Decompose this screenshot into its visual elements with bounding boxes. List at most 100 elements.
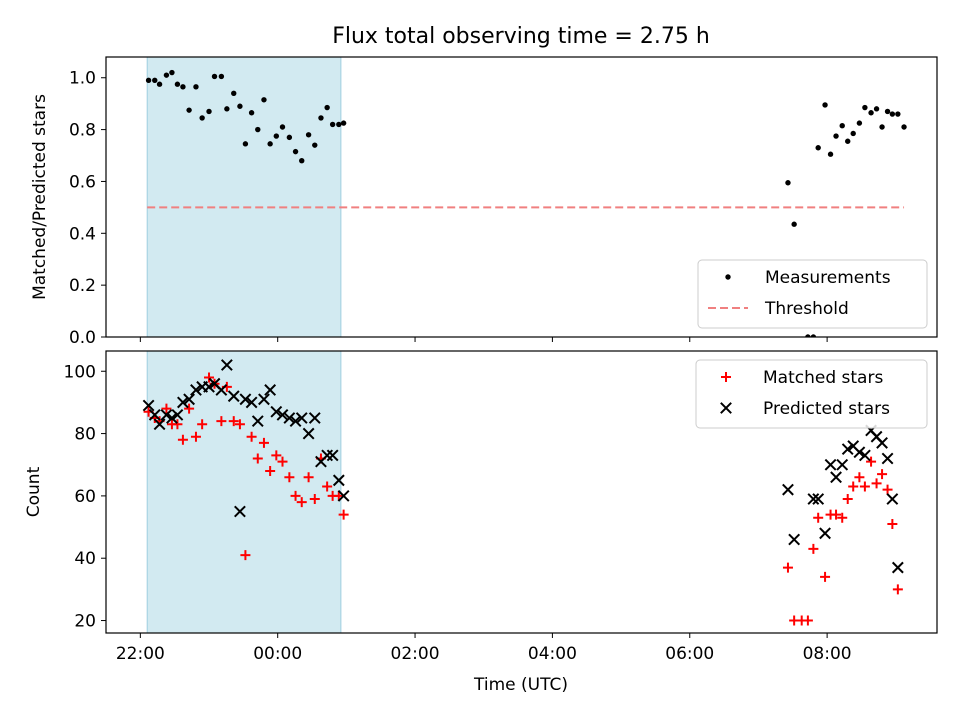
bottom-series0-point: [866, 456, 877, 467]
bottom-series1-point: [886, 493, 899, 505]
top-series0-point: [237, 103, 243, 109]
bottom-shaded-interval: [146, 350, 342, 634]
top-series0-point: [267, 141, 273, 147]
bottom-series0-point: [842, 494, 853, 505]
x-tick-label: 06:00: [665, 644, 714, 664]
bottom-series1-point: [251, 415, 264, 428]
top-series0-point: [299, 158, 305, 164]
bottom-series0-point: [265, 465, 276, 476]
top-legend-label: Measurements: [765, 268, 891, 288]
bottom-series0-point: [258, 437, 269, 448]
top-plot-area: 0.0 0.2 0.4 0.6 0.8 1.0: [69, 56, 938, 348]
bottom-series1-point: [258, 393, 270, 406]
bottom-legend-box: [695, 359, 928, 429]
bottom-y-tick-label: 20: [74, 612, 96, 632]
top-series0-point: [180, 84, 186, 90]
bottom-series1-point: [830, 471, 842, 484]
bottom-legend-marker: [720, 402, 732, 414]
bottom-series1-point: [203, 380, 215, 393]
top-series0-point: [850, 130, 856, 137]
bottom-series0-point: [240, 550, 251, 561]
bottom-series0-point: [831, 509, 842, 520]
bottom-series1-point: [807, 493, 820, 505]
top-series0-point: [169, 69, 175, 76]
bottom-series1-point: [245, 396, 258, 409]
bottom-series1-point: [891, 561, 904, 574]
bottom-series1-point: [332, 474, 345, 487]
bottom-panel: 20 40 60 80 100 22:00 00:00 02:00 04:00 06:00 08:0…: [24, 350, 938, 664]
bottom-series1-point: [337, 489, 350, 502]
bottom-series0-point: [184, 403, 195, 414]
bottom-series0-point: [271, 450, 282, 461]
bottom-series0-point: [228, 416, 239, 427]
bottom-series0-point: [338, 509, 349, 520]
bottom-series0-point: [303, 472, 314, 483]
bottom-series1-point: [183, 393, 196, 406]
bottom-legend-marker: [721, 372, 731, 382]
top-series0-point: [318, 115, 324, 121]
bottom-series0-point: [284, 472, 295, 483]
bottom-series1-point: [239, 393, 252, 406]
top-series0-point: [833, 133, 839, 139]
bottom-series0-point: [190, 431, 201, 442]
bottom-series0-point: [892, 584, 903, 595]
bottom-series0-point: [848, 481, 859, 492]
bottom-y-tick-label: 60: [74, 487, 96, 507]
bottom-series1-point: [166, 412, 178, 424]
bottom-series0-point: [246, 431, 257, 442]
x-tick-label: 04:00: [528, 644, 577, 664]
x-tick-label: 02:00: [391, 644, 440, 664]
top-series0-point: [156, 81, 163, 87]
bottom-series1-point: [283, 412, 296, 424]
top-series0-point: [785, 180, 791, 186]
bottom-series1-point: [782, 483, 794, 496]
top-series0-point: [199, 115, 205, 121]
top-frame: [105, 56, 938, 338]
x-tick-label: 00:00: [253, 644, 302, 664]
top-legend: Measurements Threshold: [697, 259, 928, 329]
top-series0-point: [273, 133, 280, 139]
bottom-series1-point: [788, 533, 801, 546]
top-series0-point: [255, 126, 261, 133]
top-series0-point: [827, 151, 834, 157]
bottom-series1-point: [177, 396, 189, 409]
bottom-series0-point: [161, 403, 172, 414]
bottom-series0-point: [333, 490, 344, 501]
top-series0-point: [336, 121, 342, 128]
bottom-series0-point: [813, 512, 824, 523]
top-series0-point: [286, 134, 293, 141]
top-series0-point: [218, 73, 225, 80]
bottom-series1-point: [824, 458, 837, 471]
bottom-series1-point: [326, 449, 339, 462]
top-series0-point: [145, 77, 152, 84]
top-series-layer: [145, 69, 907, 337]
bottom-series1-point: [215, 384, 228, 396]
top-series0-point: [224, 106, 230, 112]
bottom-y-axis-label: Count: [24, 466, 44, 517]
bottom-series0-point: [172, 419, 183, 430]
bottom-series1-point: [812, 493, 825, 505]
bottom-series0-point: [322, 481, 333, 492]
bottom-series0-point: [854, 472, 865, 483]
top-series0-point: [152, 77, 158, 84]
bottom-series1-point: [858, 449, 871, 462]
top-series0-point: [895, 111, 901, 117]
top-series0-point: [879, 124, 885, 130]
top-series0-point: [889, 111, 896, 117]
bottom-y-tick-label: 40: [74, 549, 96, 569]
bottom-legend-label: Predicted stars: [763, 399, 890, 419]
bottom-series0-point: [820, 571, 831, 582]
top-series0-point: [193, 84, 199, 90]
bottom-series1-point: [190, 384, 202, 396]
bottom-series1-point: [308, 412, 321, 424]
bottom-series1-point: [171, 408, 184, 421]
bottom-series0-point: [837, 512, 848, 523]
top-series0-point: [901, 124, 907, 130]
bottom-y-tick-label: 100: [64, 362, 96, 382]
bottom-series1-point: [876, 437, 888, 449]
top-series0-point: [292, 148, 299, 155]
top-series0-point: [862, 104, 868, 111]
bottom-series1-point: [819, 527, 831, 540]
bottom-series0-point: [296, 497, 307, 508]
